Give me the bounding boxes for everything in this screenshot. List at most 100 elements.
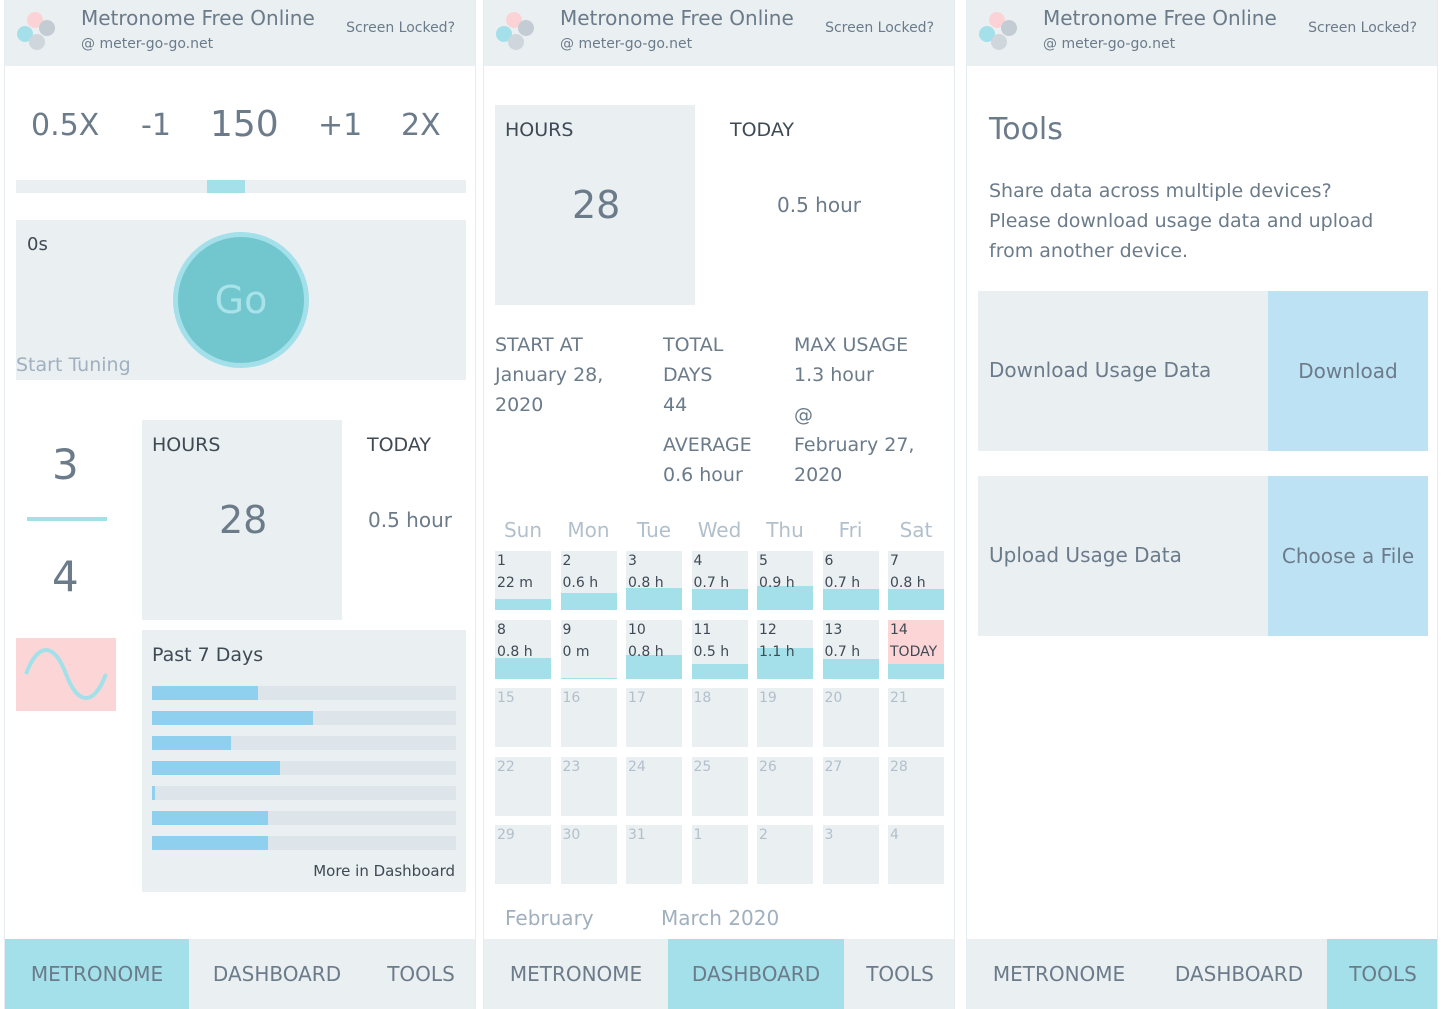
tab-dashboard[interactable]: DASHBOARD bbox=[668, 939, 844, 1009]
calendar-day-number: 27 bbox=[824, 758, 843, 775]
weekday-label: Mon bbox=[567, 518, 610, 542]
total-days-label: TOTAL bbox=[663, 334, 724, 356]
calendar-day[interactable]: 2 bbox=[757, 825, 813, 884]
calendar-day[interactable]: 1 bbox=[691, 825, 748, 884]
download-label: Download Usage Data bbox=[989, 358, 1212, 382]
calendar-day[interactable]: 30 bbox=[560, 825, 617, 884]
beat-unit[interactable]: 4 bbox=[52, 552, 79, 601]
today-label: TODAY bbox=[730, 119, 794, 141]
calendar-day-today[interactable]: 14 TODAY bbox=[888, 619, 944, 679]
tempo-minus-button[interactable]: -1 bbox=[141, 108, 171, 143]
tempo-double-button[interactable]: 2X bbox=[401, 108, 441, 143]
today-value: 0.5 hour bbox=[368, 508, 452, 532]
tempo-plus-button[interactable]: +1 bbox=[318, 108, 363, 143]
calendar-day[interactable]: 28 bbox=[888, 756, 944, 816]
go-button[interactable]: Go bbox=[173, 232, 309, 368]
screen-locked-link[interactable]: Screen Locked? bbox=[1308, 20, 1417, 36]
tools-desc-line-2: Please download usage data and upload bbox=[989, 210, 1374, 232]
calendar-day[interactable]: 7 0.8 h bbox=[888, 551, 944, 610]
average-value: 0.6 hour bbox=[663, 464, 743, 486]
tab-metronome[interactable]: METRONOME bbox=[992, 962, 1126, 986]
app-site[interactable]: @ meter-go-go.net bbox=[560, 36, 693, 52]
screen-locked-link[interactable]: Screen Locked? bbox=[825, 20, 934, 36]
calendar-day[interactable]: 6 0.7 h bbox=[822, 551, 879, 610]
app-title: Metronome Free Online bbox=[1043, 6, 1277, 30]
calendar-day-number: 7 bbox=[890, 553, 899, 569]
calendar-day[interactable]: 11 0.5 h bbox=[691, 619, 748, 679]
max-usage-at: @ bbox=[794, 404, 813, 426]
tab-tools[interactable]: TOOLS bbox=[1327, 939, 1437, 1009]
calendar-day[interactable]: 22 bbox=[495, 756, 551, 816]
tab-dashboard[interactable]: DASHBOARD bbox=[1174, 962, 1304, 986]
past-day-bar bbox=[152, 811, 456, 825]
tab-tools[interactable]: TOOLS bbox=[387, 962, 455, 986]
calendar-day[interactable]: 4 bbox=[888, 825, 944, 884]
calendar-day[interactable]: 12 1.1 h bbox=[757, 619, 813, 679]
max-usage-year: 2020 bbox=[794, 464, 843, 486]
calendar-day[interactable]: 20 bbox=[822, 688, 879, 747]
calendar-day[interactable]: 3 bbox=[822, 825, 879, 884]
past-day-bar-fill bbox=[152, 761, 280, 775]
calendar-day[interactable]: 24 bbox=[626, 756, 682, 816]
calendar-day-usage: 0.6 h bbox=[562, 575, 599, 591]
calendar-day[interactable]: 1 22 m bbox=[495, 551, 551, 610]
calendar-day[interactable]: 29 bbox=[495, 825, 551, 884]
hours-label: HOURS bbox=[152, 434, 221, 456]
calendar-usage-fill bbox=[822, 589, 879, 610]
tab-tools[interactable]: TOOLS bbox=[866, 962, 934, 986]
calendar-day-number: 10 bbox=[628, 621, 646, 638]
calendar-day[interactable]: 2 0.6 h bbox=[560, 551, 617, 610]
calendar-day-usage: TODAY bbox=[890, 643, 938, 660]
calendar-day[interactable]: 19 bbox=[757, 688, 813, 747]
past-day-bar bbox=[152, 686, 456, 700]
calendar-day[interactable]: 4 0.7 h bbox=[691, 551, 748, 610]
start-tuning-button[interactable]: Start Tuning bbox=[16, 354, 131, 376]
beats-per-bar[interactable]: 3 bbox=[52, 440, 79, 489]
calendar-day[interactable]: 8 0.8 h bbox=[495, 619, 551, 679]
calendar-day-usage: 22 m bbox=[497, 575, 533, 591]
metronome-panel: Metronome Free Online @ meter-go-go.net … bbox=[4, 0, 476, 1009]
app-logo-icon bbox=[15, 10, 59, 54]
calendar-day[interactable]: 26 bbox=[757, 756, 813, 816]
calendar-day[interactable]: 15 bbox=[495, 688, 551, 747]
calendar-day[interactable]: 17 bbox=[626, 688, 682, 747]
calendar-day[interactable]: 16 bbox=[560, 688, 617, 747]
calendar-day-usage: 0.7 h bbox=[824, 643, 861, 660]
calendar-day-number: 31 bbox=[628, 827, 646, 843]
calendar-day[interactable]: 18 bbox=[691, 688, 748, 747]
prev-month-button[interactable]: February bbox=[505, 906, 594, 930]
download-button[interactable]: Download bbox=[1268, 291, 1428, 451]
calendar-day[interactable]: 3 0.8 h bbox=[626, 551, 682, 610]
weekday-label: Sat bbox=[899, 518, 933, 542]
calendar-day[interactable]: 25 bbox=[691, 756, 748, 816]
tab-metronome[interactable]: METRONOME bbox=[509, 962, 643, 986]
start-at-label: START AT bbox=[495, 334, 583, 356]
tab-metronome[interactable]: METRONOME bbox=[5, 939, 189, 1009]
choose-file-button[interactable]: Choose a File bbox=[1268, 476, 1428, 636]
calendar-day[interactable]: 13 0.7 h bbox=[822, 619, 879, 679]
tempo-half-button[interactable]: 0.5X bbox=[31, 108, 100, 143]
screen-locked-link[interactable]: Screen Locked? bbox=[346, 20, 455, 36]
more-in-dashboard-link[interactable]: More in Dashboard bbox=[313, 862, 455, 880]
calendar-day[interactable]: 27 bbox=[822, 756, 879, 816]
calendar-day[interactable]: 10 0.8 h bbox=[626, 619, 682, 679]
calendar-day-number: 1 bbox=[693, 827, 703, 843]
dashboard-panel: Metronome Free Online @ meter-go-go.net … bbox=[483, 0, 955, 1009]
calendar-day-number: 28 bbox=[890, 758, 908, 775]
calendar-day[interactable]: 31 bbox=[626, 825, 682, 884]
calendar-day[interactable]: 5 0.9 h bbox=[757, 551, 813, 610]
calendar-day-usage: 0.9 h bbox=[759, 575, 795, 591]
tools-title: Tools bbox=[989, 112, 1063, 147]
calendar-day-usage: 1.1 h bbox=[759, 643, 795, 660]
app-site[interactable]: @ meter-go-go.net bbox=[1043, 36, 1176, 52]
tempo-slider-handle[interactable] bbox=[207, 180, 245, 193]
calendar-day[interactable]: 21 bbox=[888, 688, 944, 747]
max-usage-value: 1.3 hour bbox=[794, 364, 874, 386]
app-site[interactable]: @ meter-go-go.net bbox=[81, 36, 214, 52]
calendar-usage-fill bbox=[822, 658, 879, 679]
sound-selector[interactable] bbox=[16, 638, 116, 711]
calendar-day-number: 11 bbox=[693, 621, 712, 638]
calendar-day[interactable]: 23 bbox=[560, 756, 617, 816]
tab-dashboard[interactable]: DASHBOARD bbox=[212, 962, 342, 986]
